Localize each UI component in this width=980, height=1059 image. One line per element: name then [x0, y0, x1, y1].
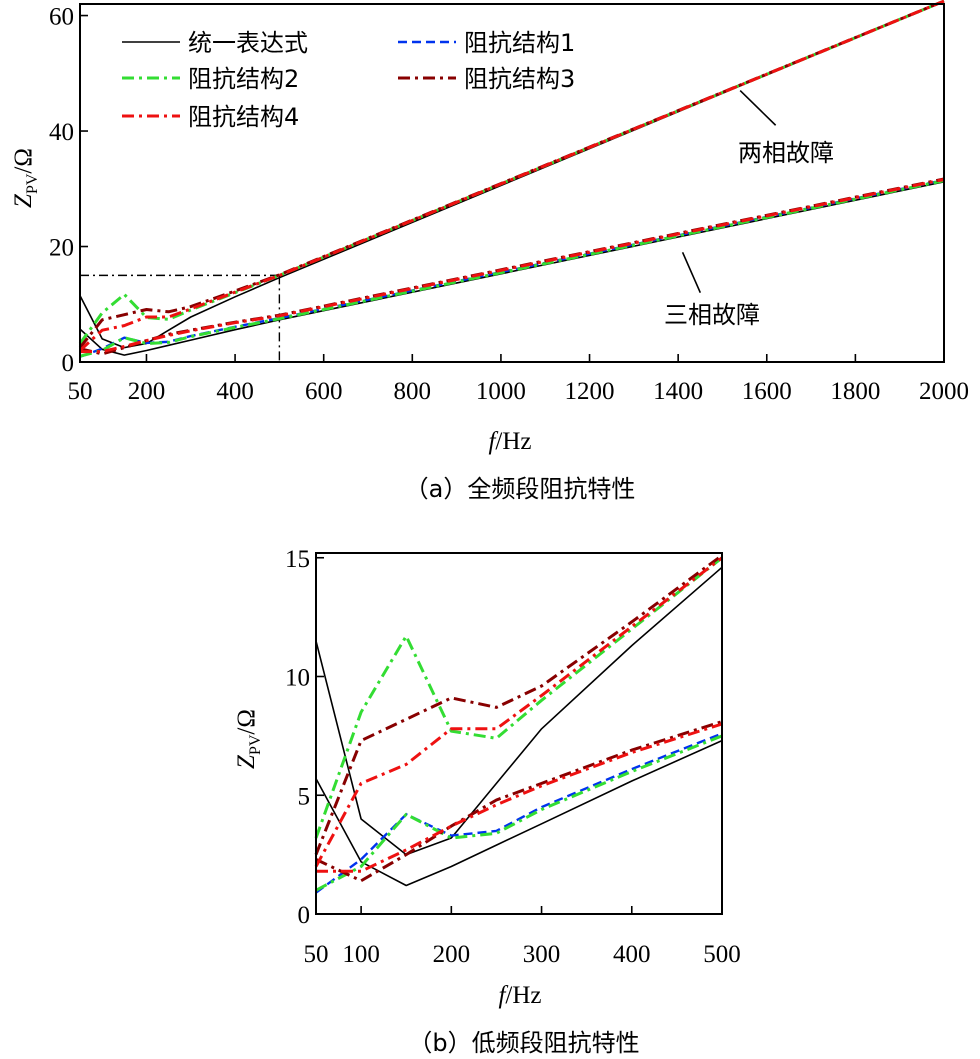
x-tick-label-b-1: 100 [342, 941, 380, 968]
series-line-b-8 [316, 722, 723, 873]
x-axis-label-b: f/Hz [498, 982, 541, 1009]
series-line-a-6 [79, 177, 945, 356]
x-tick-label-a-2: 400 [216, 378, 254, 405]
series-line-b-5 [314, 554, 723, 856]
legend: 统一表达式 阻抗结构1 阻抗结构2 阻抗结构3 阻抗结构4 [122, 29, 575, 131]
legend-label-structure-4: 阻抗结构4 [188, 103, 299, 131]
x-tick-label-a-1: 200 [128, 378, 166, 405]
legend-label-unified: 统一表达式 [188, 29, 308, 57]
x-tick-label-b-2: 200 [433, 941, 471, 968]
y-tick-label-a-3: 60 [49, 4, 74, 31]
x-tick-label-a-5: 1000 [476, 378, 526, 405]
y-tick-label-b-0: 0 [298, 902, 311, 929]
y-axis-label-a: ZPV/Ω [10, 148, 41, 208]
x-tick-label-a-0: 50 [68, 378, 93, 405]
plot-frame-a [79, 3, 945, 363]
series-line-a-8 [80, 178, 945, 354]
x-tick-label-a-10: 2000 [919, 378, 969, 405]
x-tick-label-b-0: 50 [304, 941, 329, 968]
legend-label-structure-1: 阻抗结构1 [464, 29, 575, 57]
y-tick-label-b-3: 15 [285, 546, 310, 573]
x-tick-label-a-7: 1400 [653, 378, 703, 405]
series-group-a [78, 0, 945, 358]
annotation-two-phase-fault: 两相故障 [738, 139, 834, 167]
chart-panel-b: 50 100 200 300 400 500 0 5 10 15 f/Hz ZPV/Ω （b）低频… [233, 546, 741, 1057]
series-line-b-2 [315, 732, 723, 894]
x-tick-label-b-5: 500 [703, 941, 741, 968]
x-tick-label-b-3: 300 [523, 941, 561, 968]
y-tick-label-b-1: 5 [298, 783, 311, 810]
annotation-pointer-two-phase [739, 90, 777, 126]
x-tick-label-a-8: 1600 [742, 378, 792, 405]
y-tick-label-a-2: 40 [49, 119, 74, 146]
tick-labels-b: 50 100 200 300 400 500 0 5 10 15 [285, 546, 741, 968]
series-line-a-0 [79, 0, 945, 349]
series-line-b-3 [314, 556, 723, 839]
y-tick-label-a-0: 0 [62, 350, 75, 377]
x-tick-label-a-3: 600 [305, 378, 343, 405]
series-line-a-7 [78, 0, 945, 352]
tick-marks-b [315, 556, 723, 915]
series-line-b-6 [315, 720, 723, 883]
series-line-b-7 [314, 556, 723, 868]
tick-marks-a [79, 14, 945, 363]
x-tick-label-b-4: 400 [613, 941, 651, 968]
annotations-a: 两相故障 三相故障 [664, 90, 834, 329]
series-line-b-1 [315, 739, 723, 887]
y-axis-label-b: ZPV/Ω [233, 709, 264, 769]
y-tick-label-b-2: 10 [285, 665, 310, 692]
y-tick-label-a-1: 20 [49, 235, 74, 262]
tick-labels-a: 50 200 400 600 800 1000 1200 1400 1600 1800 2000 0 2… [49, 4, 969, 405]
plot-frame-b [315, 552, 723, 915]
series-line-b-4 [315, 734, 723, 892]
series-group-b [314, 554, 723, 894]
x-axis-label-a: f/Hz [488, 428, 531, 455]
series-line-b-0 [315, 566, 723, 856]
series-line-a-4 [79, 179, 945, 358]
annotation-three-phase-fault: 三相故障 [664, 301, 760, 329]
caption-b: （b）低频段阻抗特性 [408, 1029, 639, 1057]
annotation-pointer-three-phase [681, 251, 702, 294]
x-tick-label-a-9: 1800 [830, 378, 880, 405]
caption-a: （a）全频段阻抗特性 [405, 475, 636, 503]
chart-panel-a: 50 200 400 600 800 1000 1200 1400 1600 1800 2000 0 2… [10, 0, 969, 503]
x-tick-label-a-4: 800 [394, 378, 432, 405]
legend-label-structure-2: 阻抗结构2 [188, 65, 299, 93]
legend-label-structure-3: 阻抗结构3 [464, 65, 575, 93]
x-tick-label-a-6: 1200 [565, 378, 615, 405]
